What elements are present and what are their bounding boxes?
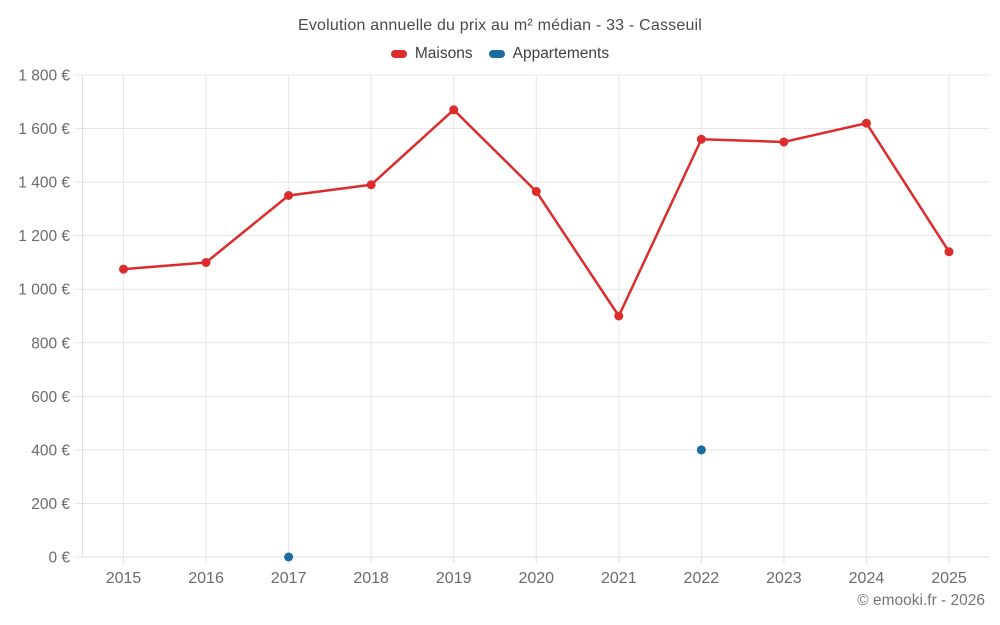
y-axis-label: 600 € (31, 389, 70, 406)
maisons-point-2021[interactable] (614, 311, 624, 321)
legend-item-appartements[interactable]: Appartements (488, 45, 610, 63)
y-axis-label: 1 400 € (18, 175, 70, 192)
y-axis-label: 0 € (48, 550, 70, 567)
y-axis-label: 1 800 € (18, 68, 70, 85)
chart-title: Evolution annuelle du prix au m² médian … (297, 17, 703, 34)
x-axis-label: 2018 (353, 570, 389, 587)
maisons-point-2023[interactable] (779, 137, 789, 147)
maisons-point-2019[interactable] (449, 105, 459, 115)
x-axis-label: 2019 (436, 570, 472, 587)
y-axis-label: 1 200 € (18, 228, 70, 245)
y-axis-label: 1 000 € (18, 282, 70, 299)
y-axis-label: 400 € (31, 442, 70, 459)
x-axis-label: 2016 (188, 570, 224, 587)
x-axis-label: 2024 (849, 570, 885, 587)
x-axis-label: 2021 (601, 570, 637, 587)
maisons-point-2022[interactable] (696, 134, 706, 144)
maisons-point-2018[interactable] (366, 180, 376, 190)
maisons-point-2017[interactable] (284, 191, 294, 200)
y-axis-label: 800 € (31, 335, 70, 352)
y-axis-label: 1 600 € (18, 121, 70, 138)
x-axis-label: 2015 (106, 570, 142, 587)
legend-item-maisons[interactable]: Maisons (390, 45, 473, 63)
footer-credit: © emooki.fr - 2026 (857, 592, 985, 609)
x-axis-label: 2020 (518, 570, 554, 587)
x-axis-label: 2022 (684, 570, 720, 587)
appartements-swatch (488, 50, 505, 58)
maisons-point-2020[interactable] (531, 186, 541, 196)
legend-label-appartements: Appartements (512, 45, 610, 62)
appartements-point-2022[interactable] (696, 445, 706, 455)
x-axis-label: 2025 (931, 570, 967, 587)
maisons-point-2016[interactable] (201, 257, 211, 267)
maisons-point-2015[interactable] (119, 264, 128, 274)
x-axis-label: 2023 (766, 570, 802, 587)
appartements-point-2017[interactable] (284, 552, 294, 562)
y-axis-label: 200 € (31, 496, 70, 513)
maisons-swatch (390, 50, 407, 58)
maisons-point-2025[interactable] (944, 247, 954, 257)
legend-label-maisons: Maisons (414, 45, 473, 62)
legend: Maisons Appartements (0, 45, 1000, 63)
maisons-point-2024[interactable] (861, 118, 871, 128)
x-axis-label: 2017 (271, 570, 307, 587)
